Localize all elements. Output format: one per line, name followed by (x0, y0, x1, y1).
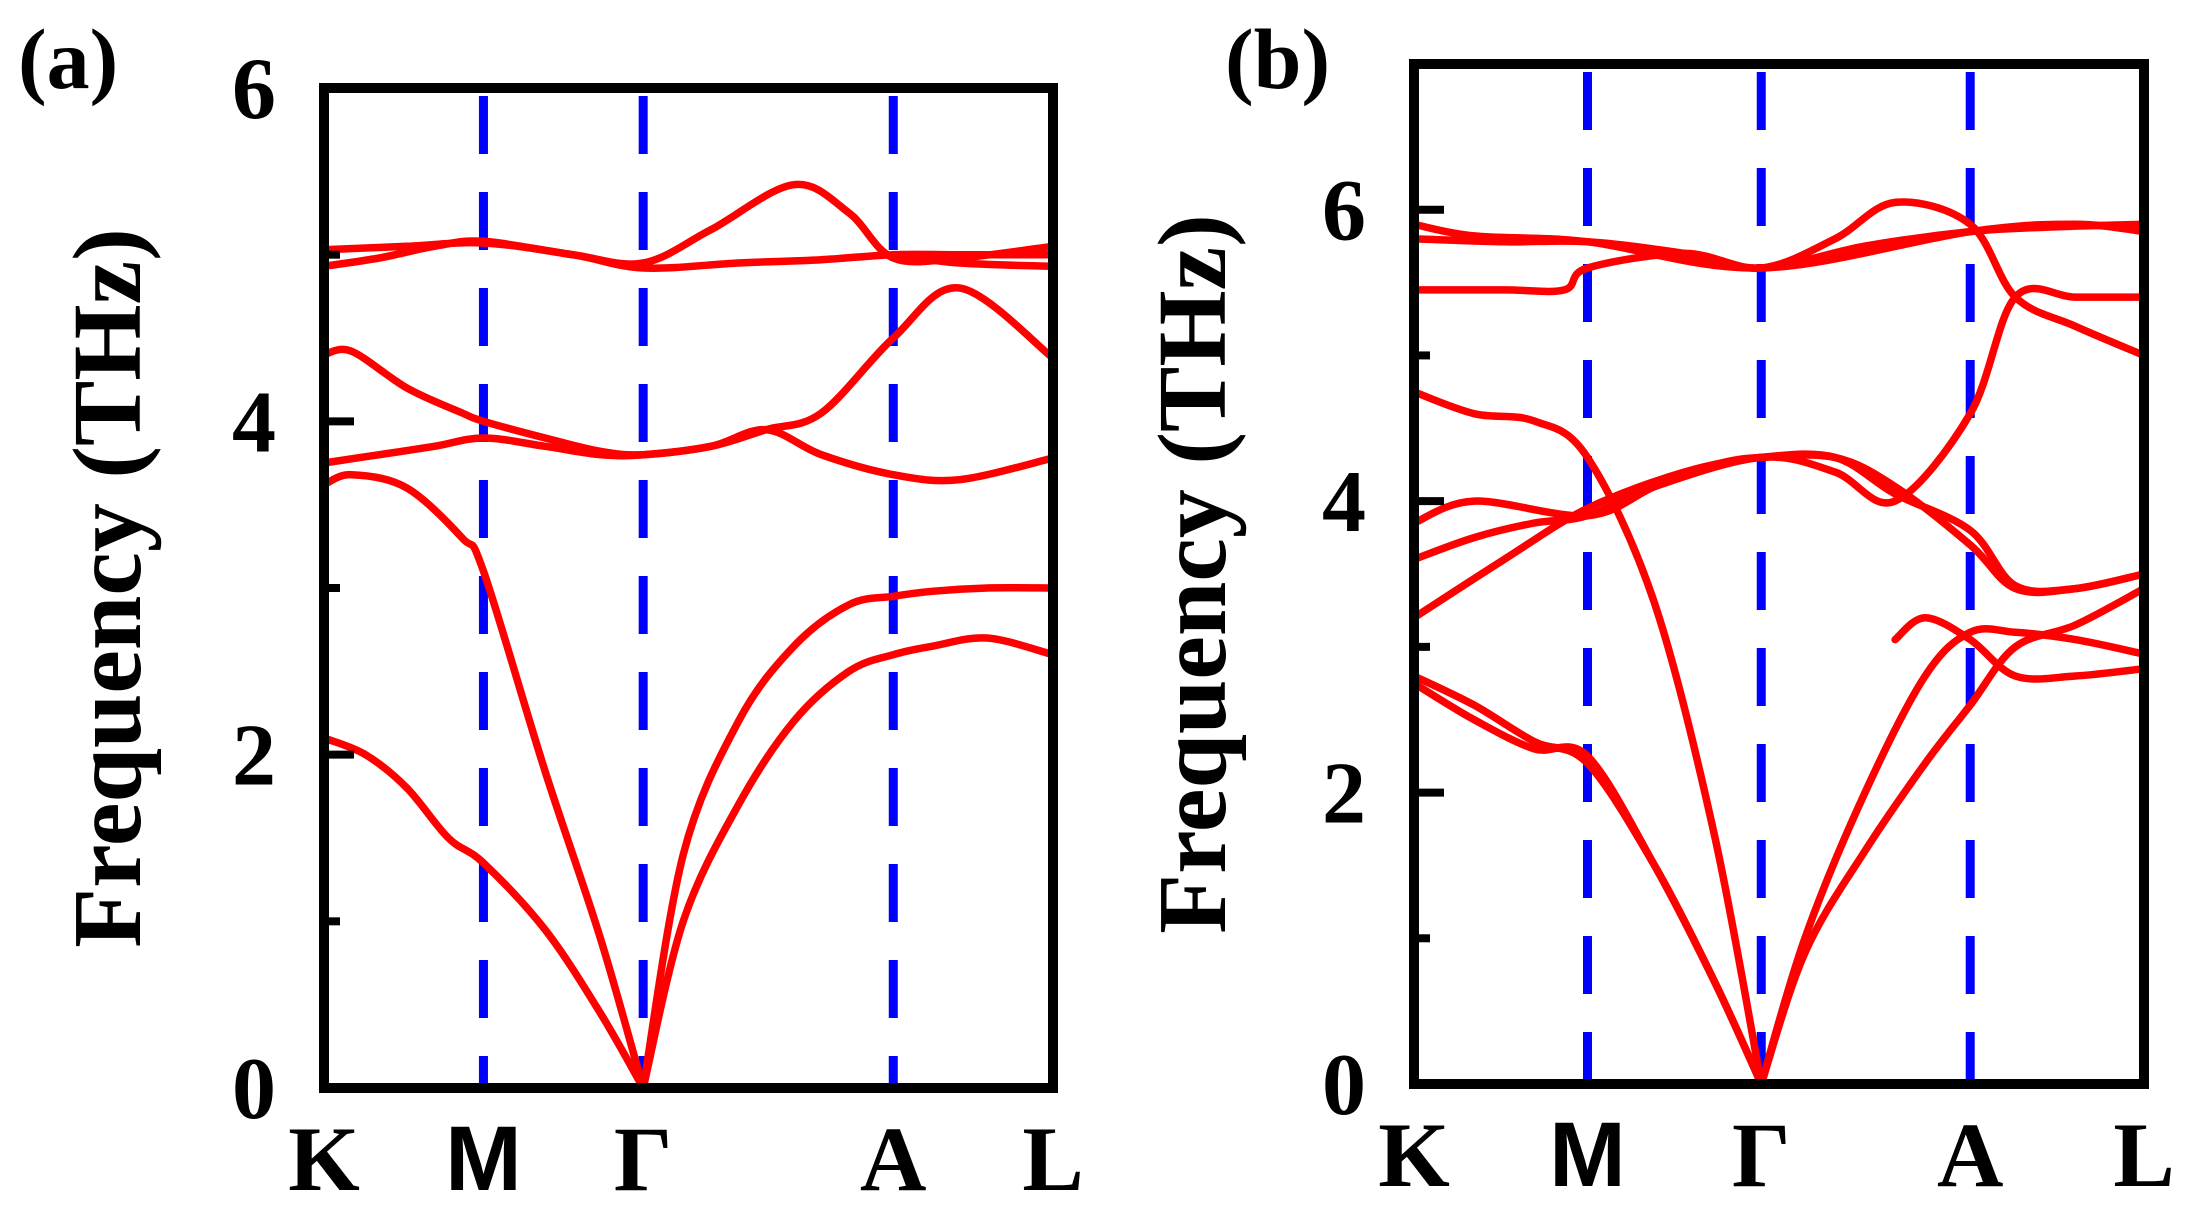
phonon-band-6 (1410, 388, 1766, 1088)
phonon-band-8 (1410, 284, 2148, 564)
panel-label: (a) (18, 11, 118, 107)
x-tick-label-A: A (860, 1108, 926, 1210)
x-tick-label-Γ: Γ (1732, 1104, 1791, 1206)
y-tick-label: 6 (1322, 163, 1366, 260)
phonon-band-5 (320, 284, 1057, 467)
y-tick-label: 0 (232, 1041, 276, 1138)
y-tick-label: 6 (232, 41, 276, 138)
phonon-band-1 (320, 734, 647, 1092)
phonon-band-5 (1891, 613, 2148, 683)
phonon-band-3 (1757, 625, 2148, 1088)
panel-b: 0 2 4 6 K M Γ A L Frequency (THz) (b) (1139, 11, 2175, 1206)
phonon-band-9 (889, 250, 1057, 271)
y-tick-label: 2 (232, 708, 276, 805)
y-tick-label: 2 (1322, 746, 1366, 843)
phonon-band-4 (1757, 584, 2148, 1088)
phonon-band-4 (639, 583, 1057, 1092)
x-tick-label-M: M (445, 1108, 522, 1210)
y-tick-label: 0 (1322, 1037, 1366, 1134)
panel-a: 0 2 4 6 K M Γ A L Frequency (THz) (a) (18, 11, 1084, 1210)
y-tick-label: 4 (1322, 454, 1366, 551)
panel-label: (b) (1225, 11, 1330, 107)
x-tick-label-A: A (1937, 1104, 2003, 1206)
phonon-band-9 (1410, 450, 2148, 622)
x-tick-label-M: M (1549, 1104, 1626, 1206)
phonon-band-10 (1410, 198, 2148, 360)
y-axis-label: Frequency (THz) (54, 228, 162, 947)
phonon-band-3 (639, 634, 1057, 1092)
phonon-band-2 (1410, 679, 1766, 1088)
x-tick-label-K: K (1378, 1104, 1450, 1206)
x-tick-label-L: L (2113, 1104, 2174, 1206)
x-tick-label-K: K (288, 1108, 360, 1210)
y-tick-label: 4 (232, 374, 276, 471)
x-tick-label-Γ: Γ (614, 1108, 673, 1210)
phonon-band-6 (320, 345, 1057, 485)
phonon-band-8 (320, 180, 1057, 271)
plot-frame (1409, 59, 2149, 1089)
phonon-band-12 (1410, 220, 2148, 272)
x-tick-label-L: L (1022, 1108, 1083, 1210)
y-axis-label: Frequency (THz) (1139, 214, 1247, 933)
phonon-band-2 (320, 470, 647, 1092)
